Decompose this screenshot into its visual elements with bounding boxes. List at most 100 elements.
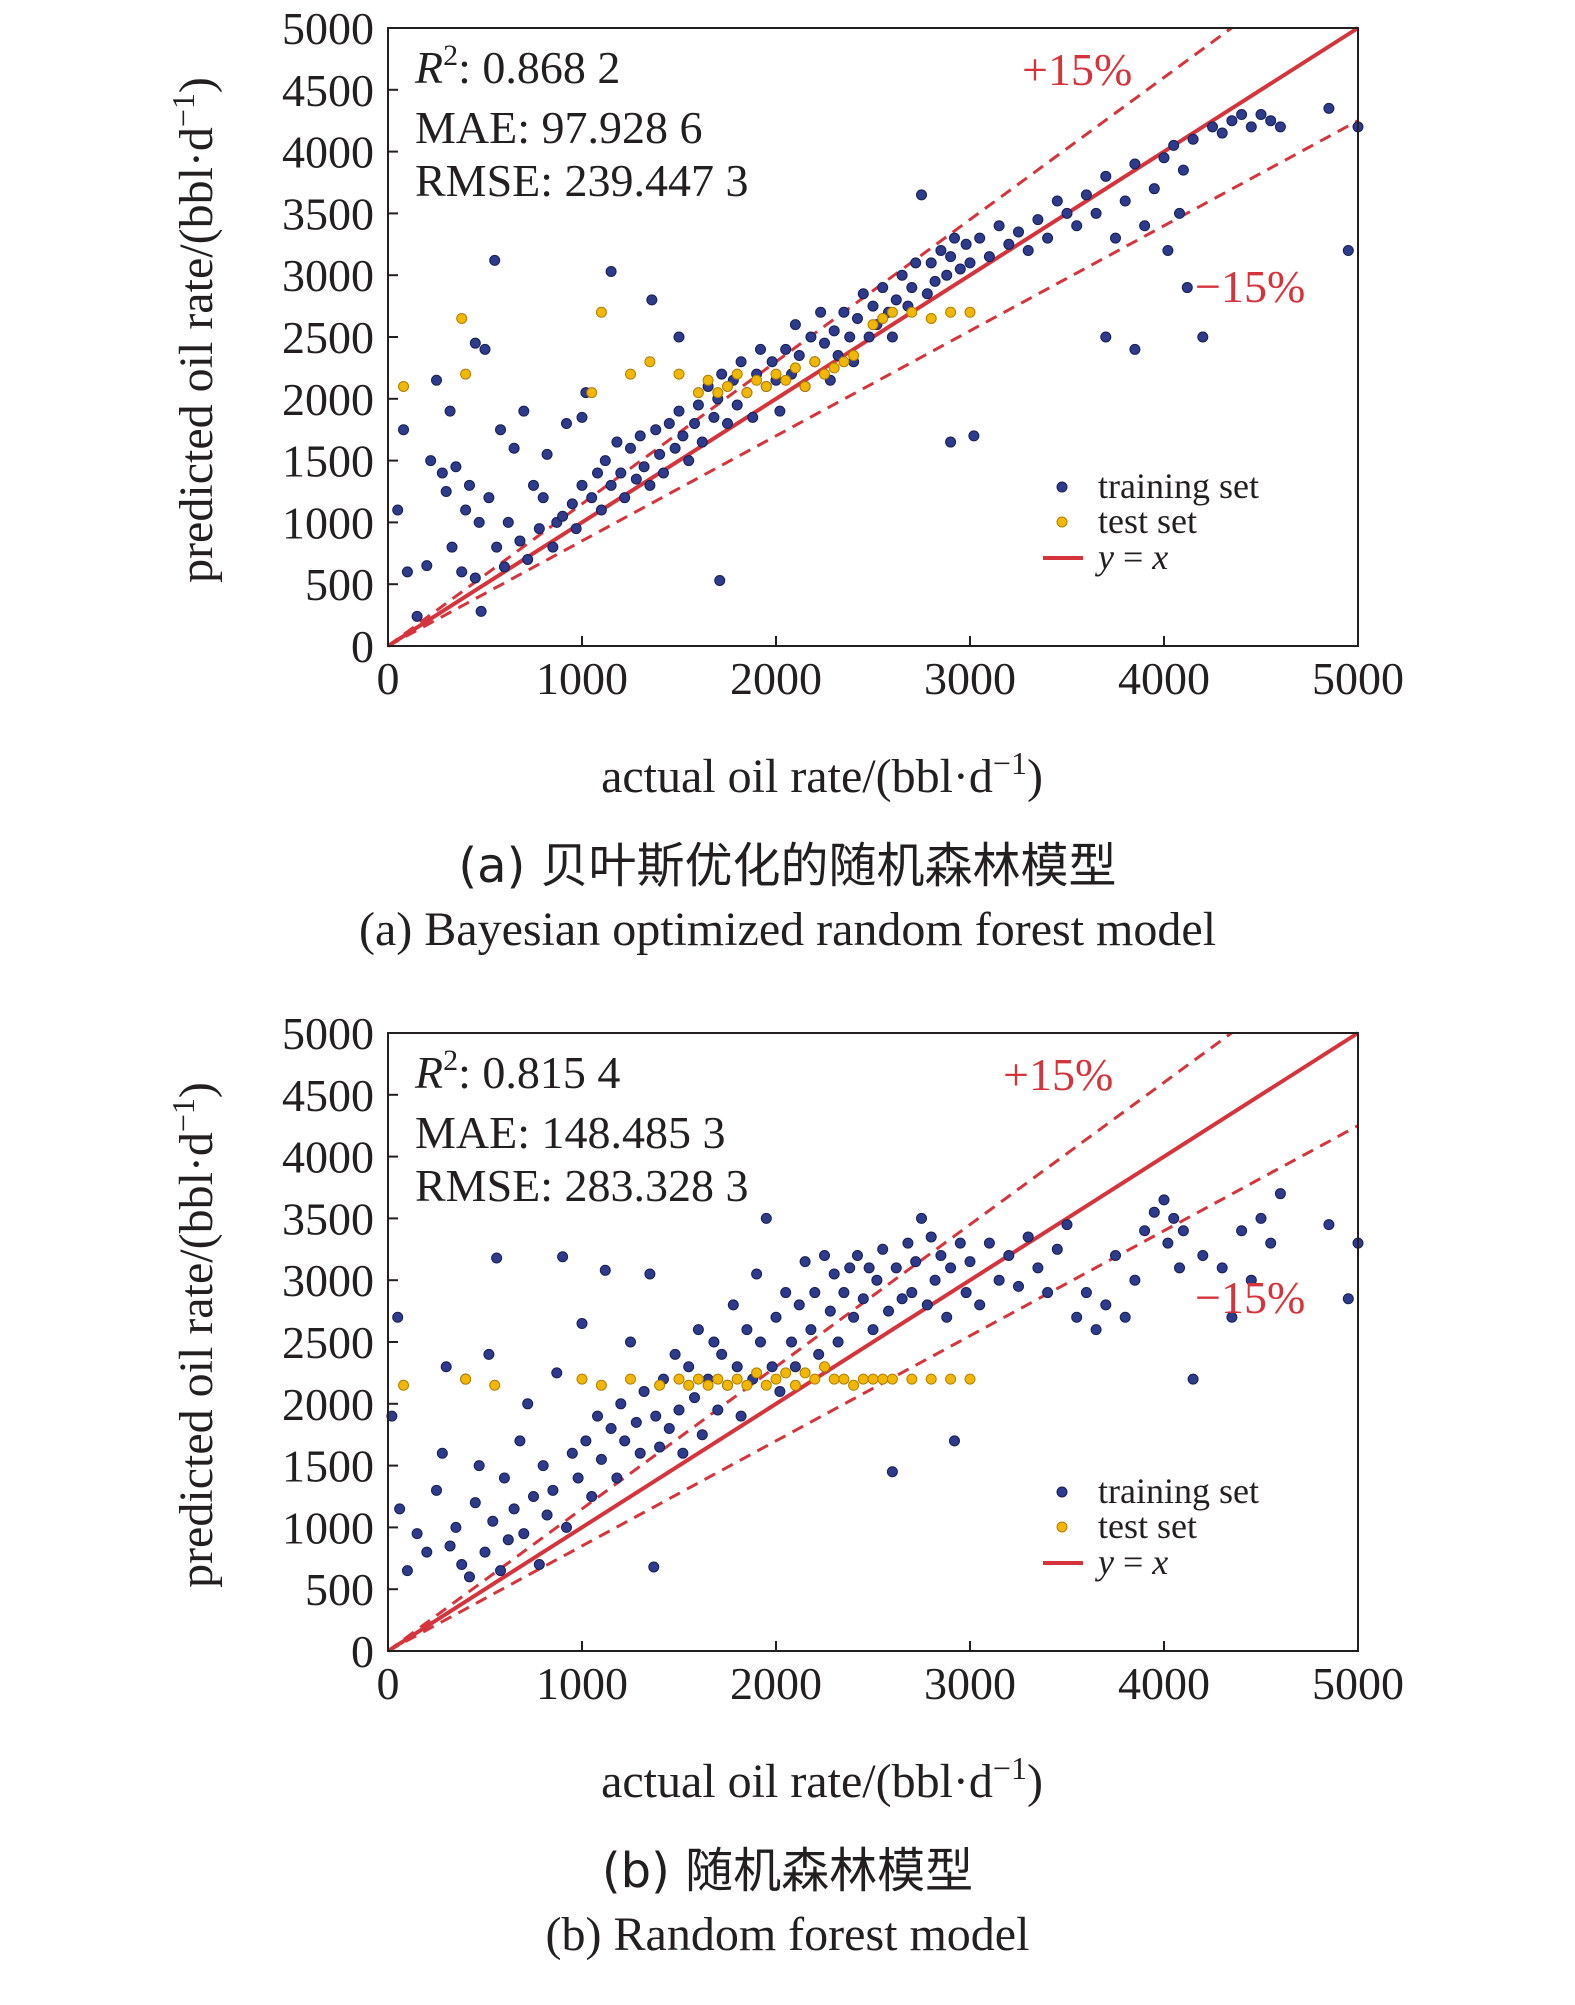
training-point	[479, 1546, 491, 1558]
training-point	[469, 572, 481, 584]
training-point	[993, 1274, 1005, 1286]
training-point	[805, 331, 817, 343]
x-tick-label: 2000	[730, 1658, 822, 1709]
training-point	[747, 411, 759, 423]
training-point	[689, 418, 701, 430]
training-point	[921, 288, 933, 300]
training-point	[1342, 1293, 1354, 1305]
training-point	[731, 399, 743, 411]
training-point	[964, 257, 976, 269]
training-point	[599, 455, 611, 467]
training-point	[654, 448, 666, 460]
training-point	[595, 504, 607, 516]
training-point	[945, 251, 957, 263]
test-point	[683, 1379, 695, 1391]
training-point	[983, 1237, 995, 1249]
training-point	[469, 337, 481, 349]
y-tick-label: 3000	[282, 250, 374, 301]
training-point	[1274, 1188, 1286, 1200]
training-point	[983, 251, 995, 263]
training-point	[828, 325, 840, 337]
training-point	[1216, 127, 1228, 139]
training-point	[514, 535, 526, 547]
y-tick-label: 2500	[282, 312, 374, 363]
training-point	[1100, 331, 1112, 343]
training-point	[925, 1231, 937, 1243]
y-tick-label: 3000	[282, 1255, 374, 1306]
plus-15-label: +15%	[1022, 44, 1132, 95]
test-point	[644, 356, 656, 368]
training-point	[1042, 232, 1054, 244]
training-point	[491, 1252, 503, 1264]
test-point	[625, 368, 636, 380]
training-point	[1139, 1225, 1151, 1237]
training-point	[1071, 1311, 1083, 1323]
training-point	[541, 1509, 553, 1521]
training-point	[1013, 226, 1024, 238]
training-point	[948, 1435, 960, 1447]
training-point	[537, 492, 549, 504]
training-point	[1342, 244, 1354, 256]
training-point	[456, 566, 468, 578]
training-point	[605, 265, 617, 277]
training-point	[677, 430, 689, 442]
training-point	[716, 1348, 728, 1360]
training-point	[716, 368, 728, 380]
training-point	[547, 1484, 559, 1496]
training-point	[580, 1435, 592, 1447]
training-point	[916, 189, 927, 201]
training-point	[615, 1398, 627, 1410]
training-point	[683, 1361, 695, 1373]
caption-en-b: (b) Random forest model	[545, 1908, 1030, 1961]
legend-line-label: y = x	[1095, 1542, 1168, 1582]
test-point	[760, 380, 772, 392]
scatter-chart-b: 0 1000 2000 3000 4000 5000 050010001500200025…	[165, 1008, 1404, 1808]
test-point	[456, 312, 468, 324]
training-point	[431, 1484, 442, 1496]
training-point	[1197, 1249, 1209, 1261]
training-point	[902, 1237, 914, 1249]
training-point	[533, 1558, 545, 1570]
y-axis-title: predicted oil rate/(bbl·d−1)	[165, 77, 223, 583]
training-point	[780, 1287, 792, 1299]
training-point	[819, 337, 830, 349]
x-tick-label: 5000	[1312, 653, 1404, 704]
training-point	[1226, 1311, 1238, 1323]
test-point	[877, 312, 889, 324]
test-point	[828, 1373, 840, 1385]
y-tick-labels: 0 500 1000 1500 2000 2500 3000 3500 4000 4500 5000	[282, 1008, 374, 1677]
y-tick-label: 1000	[282, 1502, 374, 1553]
training-point	[910, 257, 922, 269]
reference-lines	[386, 1031, 1360, 1653]
y-tick-label: 0	[351, 1626, 374, 1677]
minus-15-label: −15%	[1195, 261, 1305, 312]
training-point	[473, 1460, 485, 1472]
training-point	[475, 605, 487, 617]
training-point	[1174, 1262, 1186, 1274]
training-point	[1255, 1212, 1267, 1224]
training-point	[683, 455, 695, 467]
training-point	[1162, 244, 1174, 256]
training-point	[714, 574, 726, 586]
training-point	[502, 516, 514, 528]
training-point	[522, 1398, 534, 1410]
training-point	[498, 561, 510, 573]
training-point	[916, 1212, 927, 1224]
y-tick-label: 1500	[282, 1441, 374, 1492]
training-point	[436, 1447, 448, 1459]
training-point	[844, 331, 856, 343]
training-point	[498, 1472, 510, 1484]
training-point	[644, 479, 656, 491]
y-tick-label: 3500	[282, 188, 374, 239]
test-point	[751, 374, 763, 386]
training-point	[673, 405, 685, 417]
training-point	[954, 263, 966, 275]
training-point	[677, 1447, 689, 1459]
training-point	[1226, 115, 1238, 127]
y-tick-label: 3500	[282, 1193, 374, 1244]
test-point	[809, 356, 821, 368]
training-point	[925, 257, 937, 269]
training-point	[566, 1447, 578, 1459]
minus-15-line	[387, 119, 1359, 648]
test-point	[625, 1373, 636, 1385]
